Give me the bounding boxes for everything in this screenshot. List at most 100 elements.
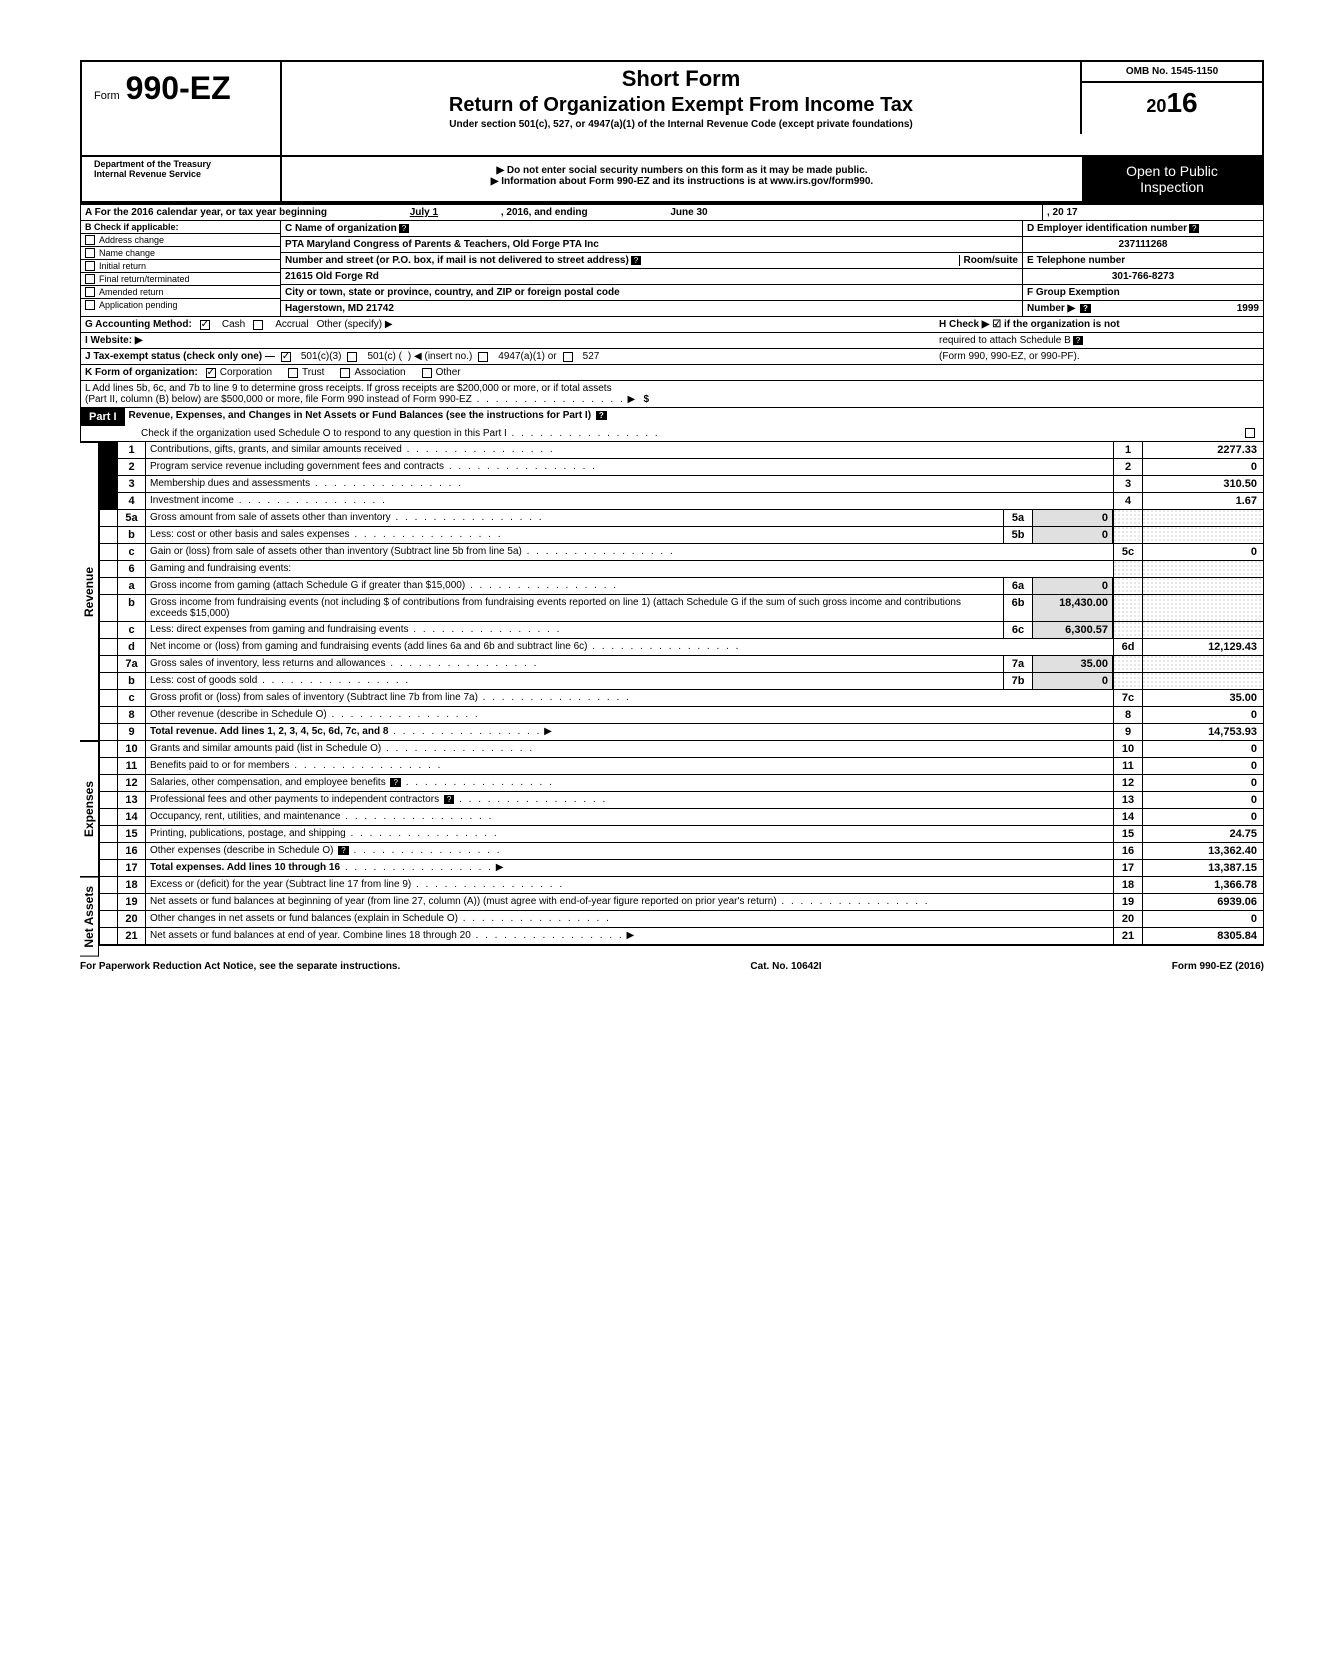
help-col	[100, 707, 118, 723]
section-bcd: B Check if applicable: Address change Na…	[80, 221, 1264, 317]
help-icon[interactable]: ?	[390, 778, 400, 787]
j-insert: ) ◀ (insert no.)	[408, 351, 472, 362]
line-num: d	[118, 639, 146, 655]
form-header: Form 990-EZ Short Form Return of Organiz…	[80, 60, 1264, 157]
cat-no: Cat. No. 10642I	[750, 961, 821, 972]
line-num-col: 21	[1113, 928, 1143, 944]
dept-mid: ▶ Do not enter social security numbers o…	[282, 157, 1082, 201]
help-icon[interactable]: ?	[596, 411, 607, 420]
checkbox-assoc[interactable]	[340, 368, 350, 378]
line-num-col: 11	[1113, 758, 1143, 774]
line-1: 1 Contributions, gifts, grants, and simi…	[99, 442, 1264, 459]
check-name[interactable]: Name change	[81, 247, 280, 260]
help-icon[interactable]	[100, 442, 118, 458]
help-icon[interactable]: ?	[399, 224, 409, 233]
check-address[interactable]: Address change	[81, 234, 280, 247]
checkbox-icon[interactable]	[85, 235, 95, 245]
checkbox-501c[interactable]	[347, 352, 357, 362]
checkbox-scho[interactable]	[1245, 428, 1255, 438]
line-7b: b Less: cost of goods sold 7b 0	[99, 673, 1264, 690]
line-6: 6 Gaming and fundraising events:	[99, 561, 1264, 578]
line-val: 0	[1143, 544, 1263, 560]
addr-row: Number and street (or P.O. box, if mail …	[281, 253, 1022, 269]
checkbox-other[interactable]	[422, 368, 432, 378]
line-14: 14 Occupancy, rent, utilities, and maint…	[99, 809, 1264, 826]
checkbox-icon[interactable]	[85, 274, 95, 284]
line-num-col: 15	[1113, 826, 1143, 842]
d-row: D Employer identification number?	[1023, 221, 1263, 237]
line-num-col: 8	[1113, 707, 1143, 723]
checkbox-4947[interactable]	[478, 352, 488, 362]
checkbox-501c3[interactable]: ✓	[281, 352, 291, 362]
h-sub-label: required to attach Schedule B	[939, 335, 1071, 346]
help-icon[interactable]: ?	[338, 846, 348, 855]
line-num-col: 1	[1113, 442, 1143, 458]
help-col	[100, 690, 118, 706]
line-num: 7a	[118, 656, 146, 672]
line-num-col: 16	[1113, 843, 1143, 859]
form-number-box: Form 990-EZ	[82, 62, 282, 155]
subtitle: Under section 501(c), 527, or 4947(a)(1)…	[290, 119, 1072, 130]
line-desc: Net income or (loss) from gaming and fun…	[146, 639, 1113, 655]
line-desc: Gaming and fundraising events:	[146, 561, 1113, 577]
shaded-val	[1143, 622, 1263, 638]
sub-num: 6a	[1003, 578, 1033, 594]
line-num: 11	[118, 758, 146, 774]
checkbox-icon[interactable]	[85, 248, 95, 258]
l-text1: L Add lines 5b, 6c, and 7b to line 9 to …	[85, 383, 1259, 394]
line-num: 18	[118, 877, 146, 893]
checkbox-icon[interactable]	[85, 261, 95, 271]
help-icon[interactable]: ?	[1189, 224, 1199, 233]
help-icon[interactable]	[100, 493, 118, 509]
line-val: 0	[1143, 775, 1263, 791]
help-icon[interactable]: ?	[444, 795, 454, 804]
line-desc: Gross profit or (loss) from sales of inv…	[146, 690, 1113, 706]
line-6b: b Gross income from fundraising events (…	[99, 595, 1264, 622]
checkbox-icon[interactable]	[85, 300, 95, 310]
help-icon[interactable]	[100, 476, 118, 492]
help-col	[100, 527, 118, 543]
j-opt1: 501(c)(3)	[301, 351, 342, 362]
line-val: 14,753.93	[1143, 724, 1263, 740]
form-number: 990-EZ	[126, 70, 231, 107]
checkbox-cash[interactable]: ✓	[200, 320, 210, 330]
sub-num: 5b	[1003, 527, 1033, 543]
checkbox-icon[interactable]	[85, 287, 95, 297]
checkbox-trust[interactable]	[288, 368, 298, 378]
line-a: A For the 2016 calendar year, or tax yea…	[80, 203, 1264, 221]
line-3: 3 Membership dues and assessments 3 310.…	[99, 476, 1264, 493]
check-pending[interactable]: Application pending	[81, 299, 280, 311]
line-7c: c Gross profit or (loss) from sales of i…	[99, 690, 1264, 707]
dept-row: Department of the Treasury Internal Reve…	[80, 157, 1264, 203]
sub-val: 18,430.00	[1033, 595, 1113, 621]
help-icon[interactable]: ?	[1073, 336, 1083, 345]
part1-header-row: Part I Revenue, Expenses, and Changes in…	[80, 408, 1264, 442]
line-desc: Other expenses (describe in Schedule O) …	[146, 843, 1113, 859]
checkbox-accrual[interactable]	[253, 320, 263, 330]
org-name: PTA Maryland Congress of Parents & Teach…	[281, 237, 1022, 253]
line-num: 21	[118, 928, 146, 944]
c-label-row: C Name of organization?	[281, 221, 1022, 237]
j-opt2: 501(c) (	[367, 351, 401, 362]
omb-number: OMB No. 1545-1150	[1082, 62, 1262, 83]
netassets-label: Net Assets	[80, 877, 99, 957]
line-num-col: 20	[1113, 911, 1143, 927]
check-amended[interactable]: Amended return	[81, 286, 280, 299]
help-col	[100, 544, 118, 560]
help-icon[interactable]	[100, 459, 118, 475]
help-icon[interactable]: ?	[1080, 304, 1091, 313]
check-label: Initial return	[99, 261, 146, 271]
directive-2: ▶ Information about Form 990-EZ and its …	[290, 176, 1074, 187]
help-icon[interactable]: ?	[631, 256, 641, 265]
checkbox-527[interactable]	[563, 352, 573, 362]
shaded-col	[1113, 510, 1143, 526]
line-num: c	[118, 690, 146, 706]
line-k: K Form of organization: ✓Corporation Tru…	[80, 365, 1264, 381]
line-num-col: 19	[1113, 894, 1143, 910]
check-initial[interactable]: Initial return	[81, 260, 280, 273]
line-19: 19 Net assets or fund balances at beginn…	[99, 894, 1264, 911]
checkbox-corp[interactable]: ✓	[206, 368, 216, 378]
line-2: 2 Program service revenue including gove…	[99, 459, 1264, 476]
line-num: b	[118, 527, 146, 543]
check-final[interactable]: Final return/terminated	[81, 273, 280, 286]
